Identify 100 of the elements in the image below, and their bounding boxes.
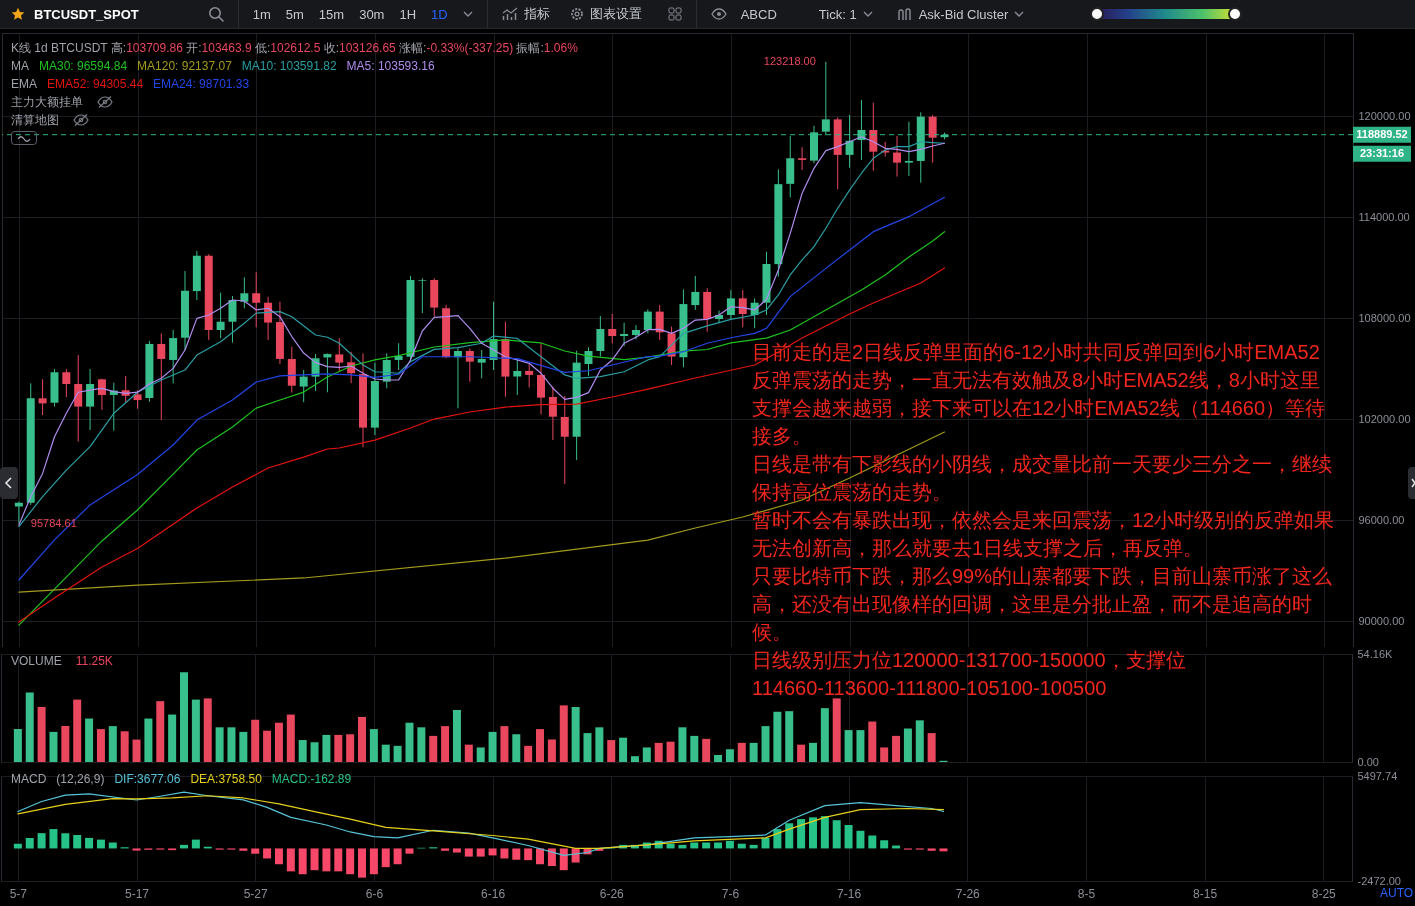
- y-tick-label: -2472.00: [1357, 874, 1401, 887]
- bar: [13, 729, 22, 762]
- bar: [61, 833, 70, 849]
- x-tick-label: 5-17: [125, 886, 150, 901]
- candlestick: [418, 277, 427, 314]
- bar: [73, 699, 82, 762]
- bar: [512, 848, 521, 860]
- candlestick: [228, 295, 237, 344]
- bar: [441, 726, 450, 762]
- bar: [322, 848, 331, 872]
- bar: [844, 824, 853, 849]
- bar: [927, 733, 936, 762]
- y-tick-label: 120000.00: [1358, 109, 1411, 122]
- x-tick-label: 8-25: [1311, 886, 1337, 901]
- text: EMA24: 98701.33: [153, 76, 250, 93]
- bar: [868, 835, 877, 849]
- bar: [168, 714, 177, 762]
- candlestick: [38, 378, 47, 416]
- annotation: 日线是带有下影线的小阴线，成交量比前一天要少三分之一，继续保持高位震荡的走势。: [752, 453, 1332, 503]
- bar: [334, 734, 343, 762]
- bar: [73, 834, 82, 849]
- bar: [156, 701, 165, 762]
- x-tick-label: 5-7: [9, 886, 28, 901]
- x-tick-label: 7-6: [721, 886, 740, 901]
- bar: [856, 830, 865, 849]
- y-tick-label: 102000.00: [1358, 412, 1411, 425]
- candlestick: [893, 135, 902, 178]
- candlestick: [465, 347, 474, 383]
- candlestick: [157, 332, 166, 421]
- bar: [96, 729, 105, 762]
- bar: [369, 848, 378, 875]
- chart-title: VOLUME: [11, 653, 62, 670]
- bar: [559, 848, 568, 871]
- candlestick: [133, 389, 142, 410]
- text: MA120: 92137.07: [137, 58, 232, 75]
- bar: [96, 839, 105, 849]
- bar: [215, 727, 224, 762]
- bar: [488, 731, 497, 762]
- bar: [737, 742, 746, 762]
- bar: [298, 848, 307, 875]
- bar: [263, 848, 272, 859]
- bar: [464, 848, 473, 857]
- text: 暂时不会有暴跌出现，依然会是来回震荡，12小时级别的反弹如果无法创新高，那么就要去1日线支撑之后，再反弹。: [752, 509, 1335, 559]
- text: ABCD: [740, 6, 777, 22]
- candlestick: [477, 349, 486, 379]
- candlestick: [169, 329, 178, 384]
- bar: [85, 718, 94, 762]
- bar: [49, 829, 58, 849]
- y-tick-label: 96000.00: [1358, 513, 1405, 526]
- text: EMA52: 94305.44: [47, 76, 144, 93]
- candlestick: [216, 292, 225, 339]
- text: 指标: [523, 5, 550, 23]
- x-tick-label: 6-16: [481, 886, 506, 901]
- bar: [619, 737, 628, 762]
- annotation: 只要比特币下跌，那么99%的山寨都要下跌，目前山寨币涨了这么高，还没有出现像样的回调，这里是分批止盈，而不是追高的时候。: [752, 565, 1333, 643]
- text: AUTO: [1380, 886, 1414, 900]
- candlestick: [643, 308, 652, 334]
- chart-title: BTCUSDT_SPOT: [34, 6, 139, 22]
- bar: [725, 749, 734, 762]
- bar: [642, 747, 651, 762]
- text: 1H: [399, 6, 417, 22]
- bar: [536, 848, 545, 865]
- text: 5m: [285, 6, 304, 22]
- y-tick-label: 5497.74: [1357, 769, 1398, 782]
- bar: [915, 720, 924, 762]
- bar: [322, 734, 331, 762]
- bar: [832, 698, 841, 762]
- bar: [785, 711, 794, 762]
- bar: [761, 726, 770, 762]
- candlestick: [655, 304, 664, 341]
- bar: [381, 744, 390, 762]
- bar: [85, 837, 94, 849]
- bar: [749, 742, 758, 762]
- series-label: DIF:3677.06: [114, 771, 181, 788]
- bar: [37, 833, 46, 849]
- bar: [524, 848, 533, 861]
- x-tick-label: 8-15: [1193, 886, 1218, 901]
- text: Ask-Bid Cluster: [918, 6, 1009, 22]
- bar: [274, 722, 283, 762]
- bar: [393, 848, 402, 865]
- bar: [191, 699, 200, 762]
- y-tick-label: 0.00: [1357, 755, 1379, 768]
- bar: [441, 848, 450, 851]
- bar: [132, 848, 141, 851]
- bar: [808, 817, 817, 849]
- bar: [274, 848, 283, 865]
- bar: [144, 718, 153, 762]
- bar: [488, 848, 497, 856]
- bar: [690, 735, 699, 762]
- line-series: [17, 795, 945, 850]
- bar: [880, 840, 889, 849]
- candlestick: [691, 275, 700, 311]
- bar: [547, 848, 556, 867]
- candlestick: [299, 369, 308, 403]
- bar: [251, 848, 260, 854]
- text: 1D: [431, 6, 448, 22]
- bar: [37, 706, 46, 762]
- bar: [263, 730, 272, 762]
- candlestick: [928, 114, 937, 164]
- bar: [286, 848, 295, 872]
